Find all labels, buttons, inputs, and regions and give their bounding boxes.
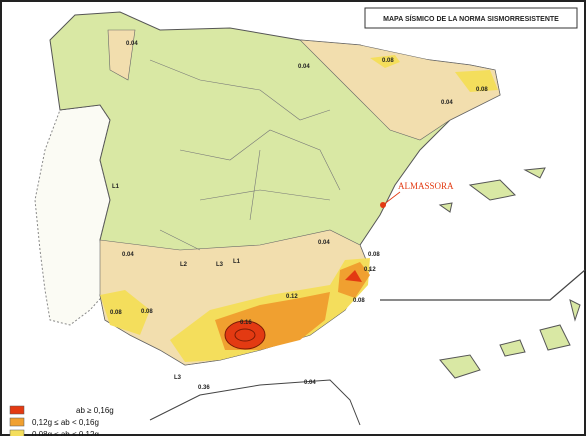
contour-label: 0.08 bbox=[368, 252, 380, 258]
balearic-islands bbox=[438, 167, 546, 213]
inset-border bbox=[380, 269, 586, 301]
legend-swatch bbox=[9, 417, 25, 427]
contour-label: 0.12 bbox=[286, 294, 298, 300]
legend-swatch bbox=[9, 405, 25, 415]
zone-very-high bbox=[224, 320, 266, 350]
contour-label: L3 bbox=[216, 262, 224, 268]
zone-low bbox=[299, 39, 501, 141]
contour-label: 0.04 bbox=[126, 41, 138, 47]
map-title: MAPA SÍSMICO DE LA NORMA SISMORRESISTENT… bbox=[383, 14, 559, 23]
contour-label: L2 bbox=[180, 262, 188, 268]
contour-label: 0.08 bbox=[476, 87, 488, 93]
contour-label: L3 bbox=[174, 375, 182, 381]
contour-label: 0.04 bbox=[441, 100, 453, 106]
legend-swatch bbox=[9, 429, 25, 436]
marker-line bbox=[382, 191, 401, 206]
contour-label: 0.08 bbox=[110, 310, 122, 316]
title-box bbox=[364, 7, 578, 29]
contour-label: L1 bbox=[112, 184, 120, 190]
zone-low bbox=[107, 29, 136, 81]
legend-label: 0,08g ≤ ab < 0,12g bbox=[32, 430, 99, 436]
contour-label: 0.04 bbox=[122, 252, 134, 258]
town-label: ALMASSORA bbox=[398, 181, 454, 191]
canary-islands bbox=[439, 299, 581, 379]
contour-label: 0.36 bbox=[198, 385, 210, 391]
africa-coast bbox=[149, 379, 361, 426]
contour-label: L1 bbox=[233, 259, 241, 265]
contour-label: 0.12 bbox=[364, 267, 376, 273]
zone-very-high bbox=[345, 270, 362, 282]
contour-label: 0.16 bbox=[240, 320, 252, 326]
contour-label: 0.04 bbox=[318, 240, 330, 246]
contour-labels: 0.04 0.04 0.08 0.08 0.04 L1 0.04 0.04 L2 L3 L1 0.08… bbox=[110, 41, 488, 391]
contour-label: 0.04 bbox=[298, 64, 310, 70]
legend-label: ab ≥ 0,16g bbox=[76, 406, 114, 415]
province-border bbox=[149, 59, 341, 251]
zone-medium bbox=[100, 290, 150, 335]
zone-medium bbox=[455, 70, 498, 92]
legend-label: 0,12g ≤ ab < 0,16g bbox=[32, 418, 99, 427]
contour-label: 0.08 bbox=[353, 298, 365, 304]
contour-label: 0.08 bbox=[141, 309, 153, 315]
legend: ab ≥ 0,16g 0,12g ≤ ab < 0,16g 0,08g ≤ ab <… bbox=[9, 405, 114, 436]
zone-medium bbox=[370, 55, 400, 68]
contour-label: 0.04 bbox=[304, 380, 316, 386]
contour-label: 0.08 bbox=[382, 58, 394, 64]
contour bbox=[234, 328, 256, 342]
